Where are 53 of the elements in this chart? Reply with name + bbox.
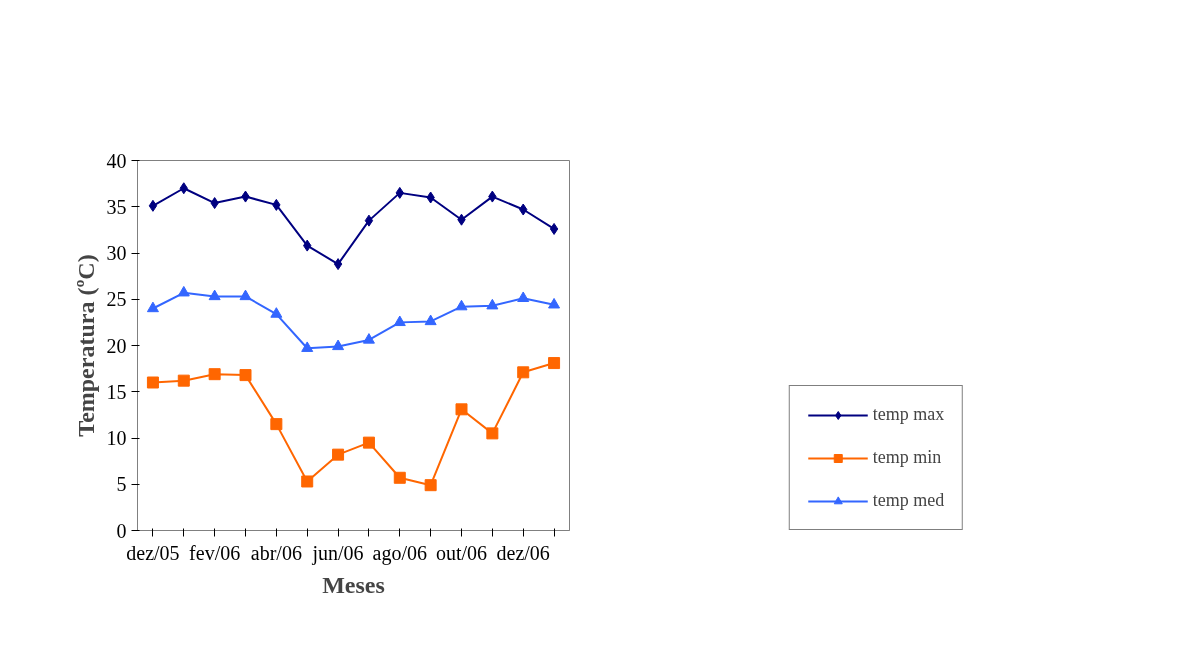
point <box>548 357 561 370</box>
y-tick-label: 5 <box>116 473 127 496</box>
legend-label: temp min <box>872 447 942 468</box>
y-tick-label: 0 <box>116 519 127 542</box>
point <box>517 366 530 379</box>
x-tick-label: ago/06 <box>372 541 428 565</box>
point <box>517 291 530 302</box>
x-axis-title: Meses <box>322 571 385 598</box>
point <box>177 285 190 297</box>
point <box>146 301 159 313</box>
point <box>239 369 252 382</box>
legend-label: temp max <box>872 404 945 425</box>
point <box>364 214 374 227</box>
point <box>333 258 343 271</box>
y-tick-label: 25 <box>106 288 127 311</box>
point <box>332 339 345 351</box>
y-axis-title: Temperatura (ºC) <box>72 254 99 437</box>
point <box>148 199 158 212</box>
y-tick-label: 30 <box>106 242 127 264</box>
point <box>486 298 499 310</box>
point <box>239 289 252 301</box>
x-tick-label: fev/06 <box>189 541 241 564</box>
point <box>393 471 406 484</box>
point <box>301 341 314 352</box>
point <box>393 315 406 327</box>
point <box>455 299 468 311</box>
y-tick-label: 10 <box>106 427 127 449</box>
legend-label: temp med <box>872 490 945 511</box>
point <box>270 307 283 318</box>
y-tick-label: 15 <box>106 380 127 403</box>
point <box>208 289 221 301</box>
point <box>177 374 190 387</box>
x-tick-label: dez/06 <box>496 541 550 564</box>
point <box>270 418 283 431</box>
point <box>332 448 345 461</box>
point <box>486 427 499 440</box>
point <box>146 376 159 389</box>
point <box>362 333 375 344</box>
point <box>424 314 437 326</box>
point <box>362 436 375 449</box>
y-tick-label: 35 <box>106 195 127 218</box>
x-tick-label: dez/05 <box>126 541 180 564</box>
x-tick-label: abr/06 <box>250 541 302 564</box>
point <box>424 479 437 492</box>
y-tick-label: 40 <box>106 149 127 172</box>
point <box>549 222 559 235</box>
x-tick-label: jun/06 <box>311 541 364 565</box>
point <box>301 475 314 488</box>
point <box>548 297 561 309</box>
point <box>208 368 221 381</box>
x-tick-label: out/06 <box>435 541 488 564</box>
y-tick-label: 20 <box>106 334 127 357</box>
point <box>455 403 468 416</box>
